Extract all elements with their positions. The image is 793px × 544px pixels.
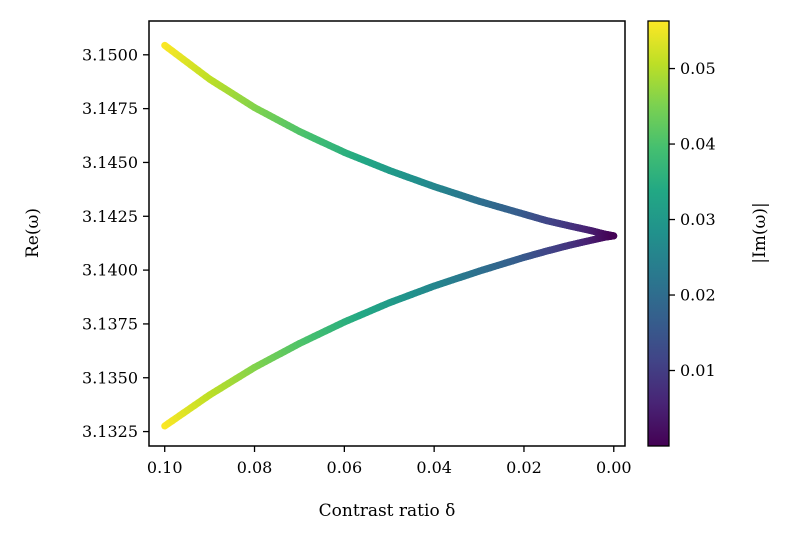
x-tick-label: 0.06 <box>327 458 363 477</box>
series-layer <box>161 41 618 430</box>
y-tick-label: 3.1325 <box>82 422 138 441</box>
colorbar: 0.01 0.02 0.03 0.04 0.05 <box>647 20 716 447</box>
colorbar-tick-label: 0.01 <box>680 361 716 380</box>
y-axis-title: Re(ω) <box>23 208 43 258</box>
plot-frame <box>148 20 626 447</box>
y-tick-label: 3.1450 <box>82 153 138 172</box>
y-tick-label: 3.1375 <box>82 314 138 333</box>
x-tick-label: 0.00 <box>596 458 632 477</box>
x-axis: 0.10 0.08 0.06 0.04 0.02 0.00 <box>147 446 632 477</box>
colorbar-gradient <box>647 20 670 447</box>
colorbar-tick-label: 0.04 <box>680 135 716 154</box>
plot-area: 0.10 0.08 0.06 0.04 0.02 0.00 3.13253.13503.1… <box>82 20 632 477</box>
colorbar-tick-label: 0.02 <box>680 286 716 305</box>
colorbar-tick-label: 0.05 <box>680 59 716 78</box>
series-upper-branch <box>161 41 618 240</box>
y-tick-label: 3.1350 <box>82 368 138 387</box>
x-tick-label: 0.04 <box>416 458 452 477</box>
y-tick-label: 3.1400 <box>82 261 138 280</box>
colorbar-ticks: 0.01 0.02 0.03 0.04 0.05 <box>669 59 716 380</box>
x-axis-title: Contrast ratio δ <box>319 501 456 521</box>
y-axis: 3.1325 3.1350 3.1375 3.1400 3.1425 3.1450 3.14… <box>82 45 149 441</box>
series-lower-branch <box>161 232 618 430</box>
colorbar-title: |Im(ω)| <box>750 202 770 263</box>
y-tick-label: 3.1475 <box>82 99 138 118</box>
colorbar-tick-label: 0.03 <box>680 210 716 229</box>
x-tick-label: 0.02 <box>506 458 542 477</box>
x-tick-label: 0.10 <box>147 458 183 477</box>
x-tick-label: 0.08 <box>237 458 273 477</box>
y-tick-label: 3.1425 <box>82 207 138 226</box>
y-tick-label: 3.1500 <box>82 45 138 64</box>
